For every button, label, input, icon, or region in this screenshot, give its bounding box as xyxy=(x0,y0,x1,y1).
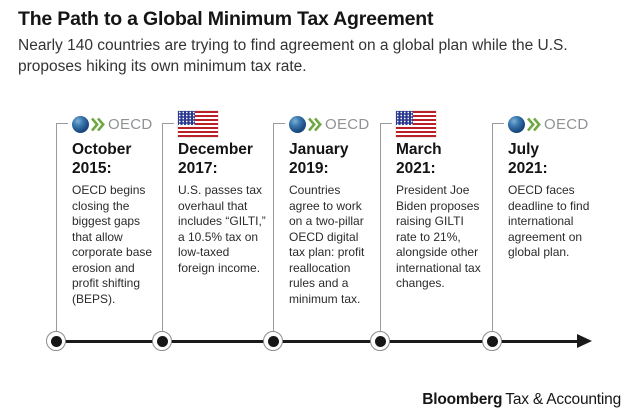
event-date: January 2019: xyxy=(289,141,349,177)
oecd-chevrons-icon xyxy=(527,117,541,131)
timeline-node xyxy=(482,331,502,351)
oecd-globe-icon xyxy=(289,115,306,133)
brand-bloomberg: Bloomberg xyxy=(422,391,503,408)
us-flag-canton xyxy=(178,111,195,125)
event-icon-row: OECD xyxy=(396,110,436,138)
event-date: July 2021: xyxy=(508,141,548,177)
timeline-node-dot xyxy=(374,335,386,347)
timeline-node xyxy=(370,331,390,351)
event-connector-line xyxy=(380,123,381,331)
event-description: U.S. passes tax overhaul that includes “… xyxy=(178,183,266,275)
event-connector-line xyxy=(492,123,493,331)
event-connector-line xyxy=(162,123,163,331)
timeline-node-dot xyxy=(50,335,62,347)
event-description: OECD begins closing the biggest gaps tha… xyxy=(72,183,153,306)
event-icon-row: OECD xyxy=(178,110,218,138)
page-subtitle: Nearly 140 countries are trying to find … xyxy=(18,37,568,75)
us-flag-icon xyxy=(396,111,436,137)
timeline-node-dot xyxy=(267,335,279,347)
oecd-globe-icon xyxy=(72,115,89,133)
timeline-node-dot xyxy=(156,335,168,347)
event-date: December 2017: xyxy=(178,141,253,177)
event-icon-row: OECD xyxy=(72,110,153,138)
event-icon-row: OECD xyxy=(289,110,370,138)
event-description: OECD faces deadline to find internationa… xyxy=(508,183,590,259)
event-description: Countries agree to work on a two-pillar … xyxy=(289,183,365,306)
oecd-chevrons-icon xyxy=(91,117,105,131)
us-flag-canton xyxy=(396,111,413,125)
brand-logo: Bloomberg Tax & Accounting xyxy=(422,391,621,409)
oecd-logo-icon: OECD xyxy=(72,115,153,133)
event-bracket-tick xyxy=(492,123,504,124)
page-title: The Path to a Global Minimum Tax Agreeme… xyxy=(18,8,434,30)
oecd-globe-icon xyxy=(508,115,525,133)
timeline-node-dot xyxy=(486,335,498,347)
event-connector-line xyxy=(56,123,57,331)
event-bracket-tick xyxy=(380,123,392,124)
event-date: March 2021: xyxy=(396,141,442,177)
event-description: President Joe Biden proposes raising GIL… xyxy=(396,183,481,290)
event-icon-row: OECD xyxy=(508,110,589,138)
oecd-wordmark: OECD xyxy=(325,115,370,133)
brand-tax-accounting: Tax & Accounting xyxy=(505,391,621,408)
oecd-logo-icon: OECD xyxy=(508,115,589,133)
timeline-node xyxy=(152,331,172,351)
oecd-wordmark: OECD xyxy=(108,115,153,133)
event-bracket-tick xyxy=(162,123,174,124)
event-date: October 2015: xyxy=(72,141,132,177)
oecd-logo-icon: OECD xyxy=(289,115,370,133)
timeline-node xyxy=(46,331,66,351)
timeline-node xyxy=(263,331,283,351)
event-bracket-tick xyxy=(56,123,68,124)
timeline-axis-line xyxy=(47,340,578,343)
oecd-wordmark: OECD xyxy=(544,115,589,133)
event-connector-line xyxy=(273,123,274,331)
oecd-chevrons-icon xyxy=(308,117,322,131)
event-bracket-tick xyxy=(273,123,285,124)
timeline-arrowhead-icon xyxy=(577,334,592,348)
us-flag-icon xyxy=(178,111,218,137)
